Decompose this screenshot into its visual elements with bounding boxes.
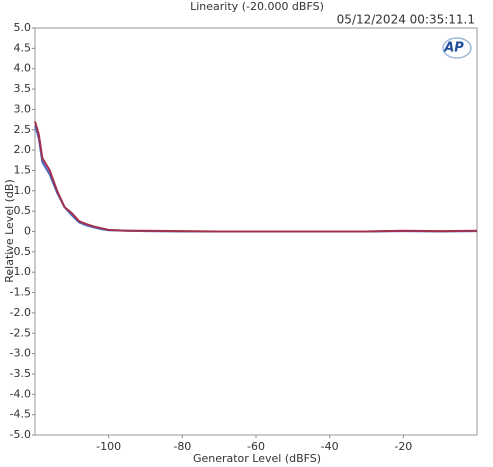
y-tick-label: 1.5 (14, 163, 32, 176)
x-tick-label: -40 (321, 440, 339, 453)
y-tick-label: -1.5 (10, 286, 31, 299)
y-tick-label: 4.5 (14, 41, 32, 54)
x-tick-label: -100 (96, 440, 121, 453)
timestamp: 05/12/2024 00:35:11.1 (337, 13, 475, 27)
y-tick-label: 0.5 (14, 204, 32, 217)
y-tick-label: -0.5 (10, 245, 31, 258)
y-tick-label: -3.0 (10, 347, 31, 360)
x-axis-label: Generator Level (dBFS) (193, 452, 321, 465)
y-tick-label: 2.0 (14, 143, 32, 156)
logo-ring (442, 37, 472, 59)
y-tick-label: 2.5 (14, 123, 32, 136)
y-axis-label: Relative Level (dB) (3, 179, 16, 283)
y-tick-label: 4.0 (14, 62, 32, 75)
logo-text: AP (443, 41, 464, 56)
y-tick-label: 3.0 (14, 102, 32, 115)
chart-title: Linearity (-20.000 dBFS) (190, 0, 324, 13)
y-tick-label: -5.0 (10, 428, 31, 441)
x-tick-label: -80 (173, 440, 191, 453)
y-tick-label: -2.0 (10, 306, 31, 319)
y-tick-label: 1.0 (14, 184, 32, 197)
x-tick-label: -60 (247, 440, 265, 453)
y-tick-label: -4.5 (10, 408, 31, 421)
y-tick-label: -1.0 (10, 265, 31, 278)
y-tick-label: -3.5 (10, 367, 31, 380)
series-line (34, 121, 478, 233)
y-tick-label: 5.0 (14, 21, 32, 34)
y-tick-label: 3.5 (14, 82, 32, 95)
y-tick-label: -2.5 (10, 326, 31, 339)
x-tick-label: -20 (394, 440, 412, 453)
y-tick-label: 0 (24, 225, 31, 238)
y-tick-label: -4.0 (10, 387, 31, 400)
logo: AP (442, 37, 472, 59)
